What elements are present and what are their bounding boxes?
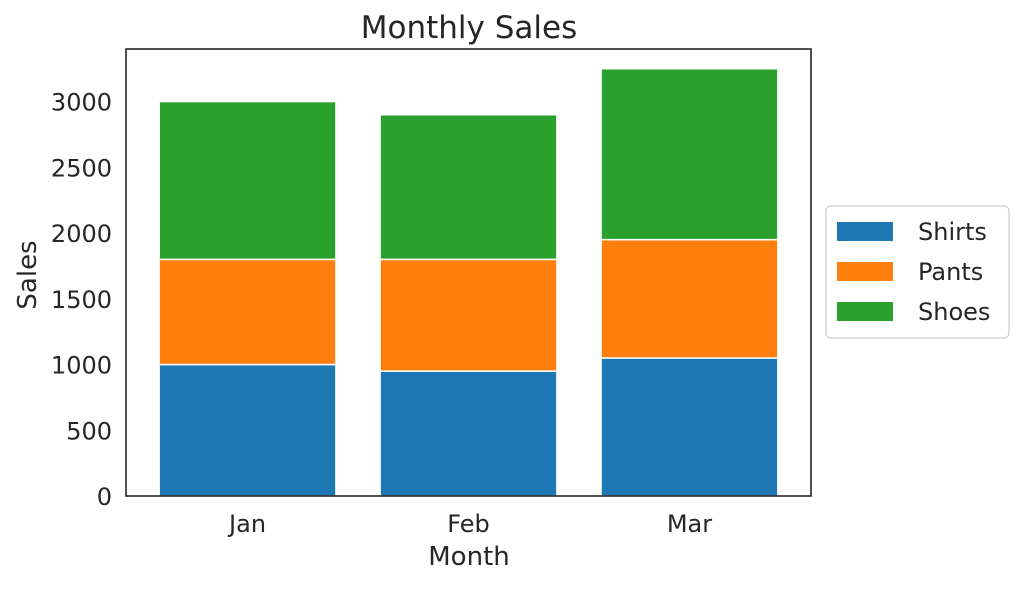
y-axis-label: Sales [13,240,43,309]
x-tick-label: Jan [227,510,266,538]
x-axis: Jan Feb Mar [227,510,712,538]
x-axis-label: Month [428,542,510,572]
y-tick-label: 2500 [51,154,112,182]
y-tick-label: 500 [66,417,112,445]
bar-pants-mar [600,238,779,359]
bar-shoes-jan [158,100,337,261]
legend: Shirts Pants Shoes [825,205,1010,339]
bar-shirts-feb [379,370,558,497]
legend-label-shoes: Shoes [918,298,990,326]
x-tick-label: Feb [447,510,490,538]
plot-area-frame [125,48,812,497]
legend-label-shirts: Shirts [918,218,987,246]
legend-swatch-pants [837,262,893,281]
bar-shirts-jan [158,363,337,497]
bars-layer [158,67,779,497]
y-tick-label: 3000 [51,89,112,117]
bar-pants-jan [158,258,337,366]
y-tick-label: 1000 [51,352,112,380]
bar-shoes-feb [379,113,558,261]
y-tick-label: 1500 [51,286,112,314]
y-tick-label: 0 [97,483,112,511]
legend-swatch-shirts [837,222,893,241]
chart-title: Monthly Sales [361,10,578,46]
legend-label-pants: Pants [918,258,983,286]
bar-shirts-mar [600,357,779,497]
x-tick-label: Mar [667,510,712,538]
y-tick-label: 2000 [51,220,112,248]
bar-shoes-mar [600,67,779,241]
bar-pants-feb [379,258,558,372]
y-axis: 0 500 1000 1500 2000 2500 3000 [51,89,112,511]
legend-swatch-shoes [837,302,893,321]
